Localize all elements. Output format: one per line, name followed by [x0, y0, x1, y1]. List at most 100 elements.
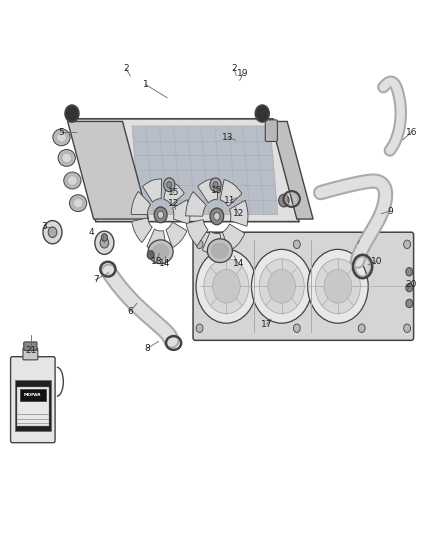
Circle shape [358, 324, 365, 333]
Circle shape [210, 208, 224, 225]
FancyBboxPatch shape [265, 120, 277, 141]
Circle shape [214, 213, 220, 220]
Polygon shape [67, 122, 148, 219]
Circle shape [404, 240, 410, 248]
Text: 6: 6 [127, 307, 133, 316]
Text: MOPAR: MOPAR [24, 393, 42, 397]
Wedge shape [230, 200, 248, 226]
Text: 16: 16 [406, 127, 417, 136]
Wedge shape [143, 179, 162, 202]
Circle shape [154, 207, 167, 223]
Wedge shape [164, 180, 184, 205]
FancyBboxPatch shape [20, 389, 46, 401]
Text: 10: 10 [371, 257, 382, 266]
Circle shape [204, 259, 249, 314]
Circle shape [404, 324, 410, 333]
Text: 7: 7 [93, 275, 99, 284]
Circle shape [268, 269, 296, 303]
Text: 15: 15 [168, 188, 179, 197]
Wedge shape [186, 192, 206, 216]
FancyBboxPatch shape [17, 386, 49, 426]
Ellipse shape [53, 129, 70, 146]
Circle shape [95, 231, 114, 254]
Wedge shape [173, 200, 190, 224]
Ellipse shape [148, 240, 173, 264]
FancyBboxPatch shape [15, 380, 51, 431]
Text: 8: 8 [145, 344, 151, 353]
Circle shape [43, 221, 62, 244]
Text: 20: 20 [406, 280, 417, 289]
Circle shape [293, 240, 300, 248]
Circle shape [293, 324, 300, 333]
Wedge shape [131, 191, 151, 215]
Wedge shape [132, 218, 152, 243]
Polygon shape [271, 122, 313, 219]
Ellipse shape [67, 176, 77, 185]
Wedge shape [147, 229, 167, 251]
Wedge shape [198, 179, 218, 203]
Circle shape [210, 178, 221, 191]
Circle shape [406, 268, 413, 276]
Circle shape [212, 269, 240, 303]
Ellipse shape [207, 239, 233, 263]
Circle shape [307, 249, 368, 323]
Text: 15: 15 [211, 185, 223, 195]
Circle shape [406, 299, 413, 308]
Circle shape [315, 259, 360, 314]
FancyBboxPatch shape [11, 357, 55, 443]
Circle shape [196, 240, 203, 248]
Circle shape [164, 178, 175, 191]
Polygon shape [70, 119, 299, 222]
Text: 5: 5 [58, 127, 64, 136]
Text: 11: 11 [224, 196, 236, 205]
Ellipse shape [70, 195, 87, 212]
Circle shape [251, 249, 312, 323]
Text: 13: 13 [222, 133, 233, 142]
Ellipse shape [64, 172, 81, 189]
Circle shape [101, 234, 107, 241]
Ellipse shape [62, 153, 71, 163]
Circle shape [158, 211, 163, 219]
Text: 14: 14 [233, 260, 244, 268]
Text: 17: 17 [261, 320, 272, 329]
Circle shape [196, 249, 257, 323]
FancyBboxPatch shape [24, 342, 37, 350]
Ellipse shape [58, 149, 75, 166]
Text: 3: 3 [41, 222, 47, 231]
Circle shape [259, 259, 304, 314]
Circle shape [147, 251, 154, 259]
Text: 1: 1 [143, 80, 148, 89]
Ellipse shape [212, 243, 228, 258]
Wedge shape [166, 222, 187, 248]
Wedge shape [202, 231, 223, 254]
Circle shape [324, 269, 352, 303]
Text: 18: 18 [151, 257, 162, 266]
Text: 19: 19 [237, 69, 248, 78]
Polygon shape [132, 126, 278, 214]
Wedge shape [186, 220, 208, 246]
Circle shape [196, 324, 203, 333]
Circle shape [358, 240, 365, 248]
Wedge shape [223, 224, 245, 251]
Ellipse shape [152, 244, 169, 259]
Text: 9: 9 [387, 207, 393, 216]
Text: 12: 12 [233, 209, 244, 218]
Circle shape [279, 194, 289, 207]
Circle shape [65, 105, 79, 122]
Ellipse shape [57, 133, 66, 142]
Text: 2: 2 [123, 64, 129, 73]
Wedge shape [220, 180, 242, 206]
Circle shape [48, 227, 57, 238]
FancyBboxPatch shape [193, 232, 413, 341]
Circle shape [100, 238, 109, 248]
Circle shape [213, 182, 218, 188]
Circle shape [406, 284, 413, 292]
Circle shape [255, 105, 269, 122]
Text: 2: 2 [231, 64, 237, 73]
FancyBboxPatch shape [23, 348, 38, 360]
Circle shape [167, 182, 172, 188]
Text: 12: 12 [168, 199, 179, 208]
Text: 4: 4 [88, 228, 94, 237]
Text: 21: 21 [25, 346, 37, 356]
Text: 14: 14 [159, 260, 171, 268]
